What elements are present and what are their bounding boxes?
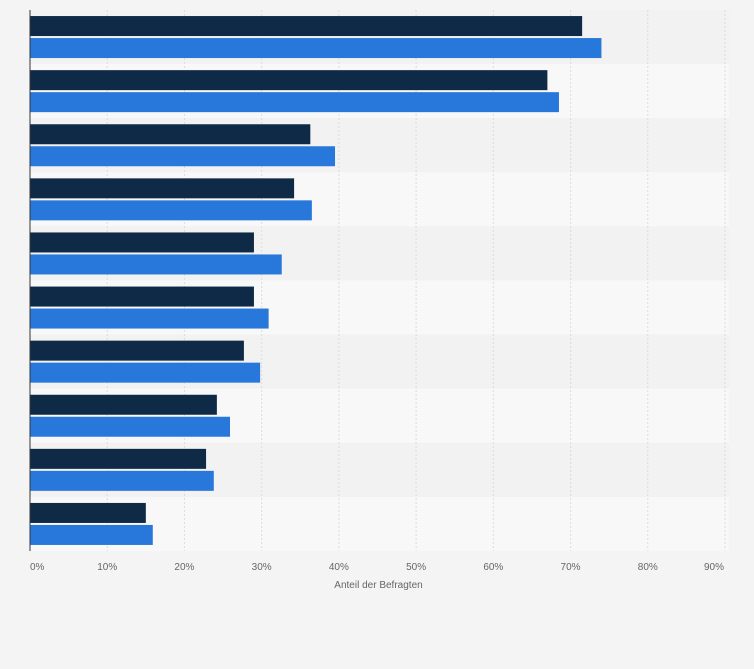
x-tick-labels: 0% 10% 20% 30% 40% 50% 60% 70% 80% 90%: [30, 562, 724, 573]
bar: [30, 92, 559, 113]
bar: [30, 200, 312, 221]
bar: [30, 340, 244, 361]
bar: [30, 178, 295, 199]
x-tick-label: 80%: [638, 562, 658, 573]
bar: [30, 470, 214, 491]
bar: [30, 502, 146, 523]
x-tick-label: 60%: [483, 562, 503, 573]
bar: [30, 394, 217, 415]
x-tick-label: 20%: [174, 562, 194, 573]
x-tick-label: 70%: [561, 562, 581, 573]
bar: [30, 146, 336, 167]
x-axis-title: Anteil der Befragten: [334, 580, 422, 591]
x-tick-label: 50%: [406, 562, 426, 573]
bar: [30, 124, 311, 145]
x-tick-label: 0%: [30, 562, 45, 573]
bar: [30, 254, 282, 275]
bars: [30, 16, 602, 545]
x-tick-label: 10%: [97, 562, 117, 573]
x-tick-label: 30%: [252, 562, 272, 573]
bar: [30, 38, 602, 59]
bar: [30, 70, 548, 91]
bar: [30, 362, 261, 383]
x-tick-label: 90%: [704, 562, 724, 573]
bar: [30, 448, 207, 469]
bar: [30, 232, 254, 253]
category-bands: [30, 10, 729, 551]
bar: [30, 286, 254, 307]
x-tick-label: 40%: [329, 562, 349, 573]
bar: [30, 308, 269, 329]
bar: [30, 524, 153, 545]
bar: [30, 16, 583, 37]
bar: [30, 416, 231, 437]
